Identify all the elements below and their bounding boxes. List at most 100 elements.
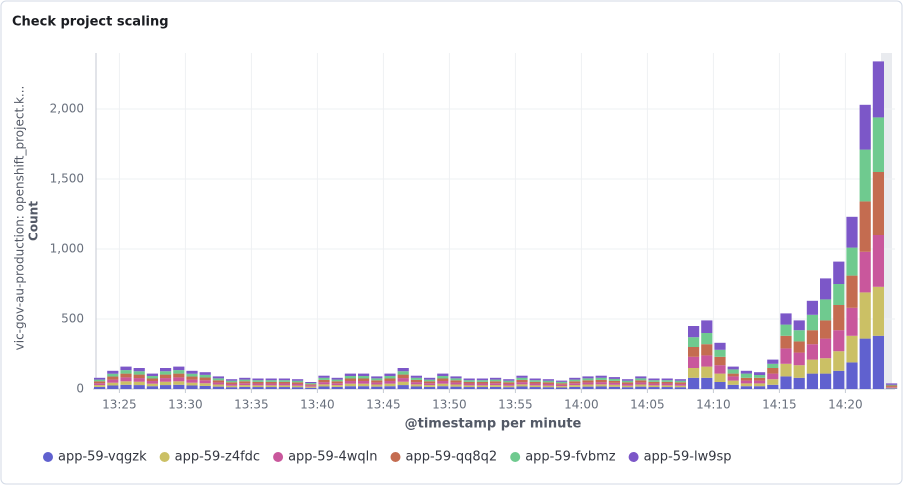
bar-segment (529, 380, 541, 382)
bar-segment (358, 383, 370, 387)
bar-segment (661, 385, 673, 388)
bar-segment (450, 376, 462, 379)
bar-segment (490, 383, 502, 386)
bar-segment (542, 380, 554, 383)
bar-segment (542, 379, 554, 381)
bar-segment (793, 330, 805, 342)
bar-segment (886, 386, 898, 388)
bar-segment (437, 386, 449, 389)
bar-segment (806, 314, 818, 331)
x-axis-title: @timestamp per minute (405, 417, 582, 432)
bar-segment (674, 379, 686, 381)
bar-segment (371, 386, 383, 389)
bar-segment (463, 387, 475, 389)
bar-segment (542, 382, 554, 384)
bar-segment (714, 382, 726, 389)
bar-segment (318, 375, 330, 378)
bar-segment (833, 370, 845, 389)
bar-segment (608, 377, 620, 379)
bar-segment (674, 383, 686, 386)
x-tick-label: 13:55 (498, 398, 533, 412)
y-tick-label: 1,000 (50, 242, 84, 256)
bar-segment (133, 378, 145, 382)
bar-segment (674, 387, 686, 389)
legend-swatch (43, 452, 53, 462)
bar-segment (410, 384, 422, 387)
bar-segment (160, 381, 172, 386)
bar-segment (529, 383, 541, 386)
x-tick-label: 13:35 (234, 398, 269, 412)
bar-segment (371, 382, 383, 385)
bar-segment (595, 377, 607, 380)
bar-segment (516, 375, 528, 378)
bar-segment (318, 386, 330, 389)
bar-segment (872, 335, 884, 389)
bar-segment (754, 375, 766, 378)
bar-segment (199, 377, 211, 381)
bar-segment (212, 378, 224, 381)
bar-segment (173, 366, 185, 371)
bar-segment (437, 375, 449, 379)
bar-segment (331, 379, 343, 382)
bar-segment (582, 382, 594, 385)
bar-segment (688, 347, 700, 357)
bar-segment (450, 386, 462, 389)
bar-segment (384, 381, 396, 384)
bar-segment (199, 372, 211, 375)
bar-segment (173, 373, 185, 378)
bar-segment (833, 351, 845, 371)
bar-segment (212, 386, 224, 389)
bar-segment (146, 383, 158, 387)
bar-segment (529, 378, 541, 381)
x-tick-label: 14:00 (564, 398, 599, 412)
bar-segment (292, 387, 304, 389)
bar-segment (754, 386, 766, 389)
bar-segment (173, 381, 185, 385)
bar-segment (265, 381, 277, 384)
bar-segment (226, 382, 238, 384)
bar-segment (635, 380, 647, 383)
bar-segment (252, 387, 264, 389)
bar-segment (846, 275, 858, 308)
bar-segment (490, 377, 502, 380)
bar-segment (186, 382, 198, 386)
y-tick-label: 1,500 (50, 172, 84, 186)
bar-segment (107, 382, 119, 386)
bar-segment (740, 370, 752, 374)
bar-segment (859, 292, 871, 339)
bar-segment (120, 384, 132, 389)
y-sublabel: vic-gov-au-production: openshift_project… (13, 86, 27, 351)
bar-segment (872, 286, 884, 336)
x-tick-label: 14:05 (630, 398, 665, 412)
bar-segment (582, 376, 594, 379)
bar-segment (344, 375, 356, 379)
bar-segment (94, 383, 106, 386)
bar-segment (820, 358, 832, 374)
bar-segment (503, 383, 515, 386)
bar-segment (490, 381, 502, 384)
bar-segment (872, 61, 884, 118)
bar-segment (886, 384, 898, 386)
bar-segment (437, 383, 449, 387)
bar-segment (661, 383, 673, 386)
bar-segment (305, 385, 317, 387)
bar-segment (331, 386, 343, 389)
bar-segment (278, 380, 290, 382)
bar-segment (503, 385, 515, 388)
bar-segment (608, 382, 620, 385)
bar-segment (437, 381, 449, 384)
bar-segment (754, 380, 766, 384)
bar-segment (397, 381, 409, 386)
bar-segment (608, 384, 620, 387)
bar-segment (133, 368, 145, 372)
x-tick-label: 13:50 (432, 398, 467, 412)
bar-segment (384, 378, 396, 382)
bar-segment (727, 380, 739, 385)
bar-segment (793, 352, 805, 366)
bar-segment (120, 370, 132, 374)
bar-segment (608, 380, 620, 383)
bar-segment (635, 376, 647, 379)
bar-segment (701, 377, 713, 389)
bar-segment (490, 386, 502, 389)
bar-segment (767, 384, 779, 389)
